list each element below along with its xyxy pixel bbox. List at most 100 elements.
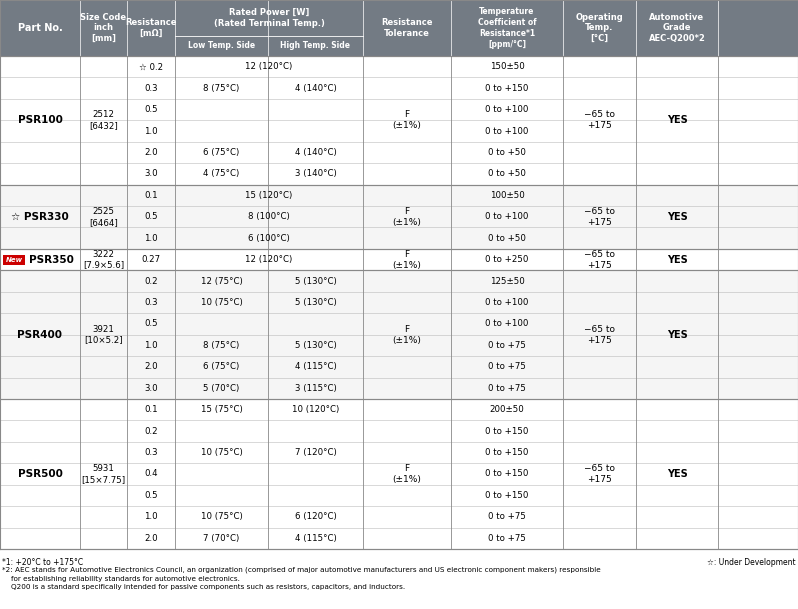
Text: 0 to +100: 0 to +100 — [485, 105, 529, 114]
Text: 0 to +250: 0 to +250 — [485, 255, 529, 264]
Text: 12 (120°C): 12 (120°C) — [245, 62, 293, 71]
Text: −65 to
+175: −65 to +175 — [584, 325, 615, 345]
Text: New: New — [6, 256, 22, 262]
Text: 0.5: 0.5 — [144, 213, 158, 221]
Text: 10 (120°C): 10 (120°C) — [292, 405, 339, 414]
Bar — [3, 255, 25, 265]
Bar — [0, 249, 798, 270]
Text: 10 (75°C): 10 (75°C) — [200, 448, 243, 457]
Text: YES: YES — [666, 329, 687, 340]
Text: 15 (75°C): 15 (75°C) — [200, 405, 243, 414]
Text: *2: AEC stands for Automotive Electronics Council, an organization (comprised of: *2: AEC stands for Automotive Electronic… — [2, 567, 601, 590]
Text: 150±50: 150±50 — [490, 62, 524, 71]
Bar — [0, 0, 798, 56]
Text: 0 to +100: 0 to +100 — [485, 320, 529, 328]
Text: YES: YES — [666, 255, 687, 265]
Text: 15 (120°C): 15 (120°C) — [245, 191, 293, 200]
Text: 0.3: 0.3 — [144, 83, 158, 93]
Text: 3 (140°C): 3 (140°C) — [294, 169, 337, 178]
Text: 5 (70°C): 5 (70°C) — [203, 384, 239, 393]
Text: ☆ PSR330: ☆ PSR330 — [11, 212, 69, 222]
Text: 0 to +75: 0 to +75 — [488, 341, 526, 350]
Text: Part No.: Part No. — [18, 23, 62, 33]
Text: 0 to +50: 0 to +50 — [488, 234, 526, 243]
Text: 0 to +100: 0 to +100 — [485, 127, 529, 136]
Text: 8 (75°C): 8 (75°C) — [203, 83, 239, 93]
Text: 200±50: 200±50 — [490, 405, 524, 414]
Text: 0 to +150: 0 to +150 — [485, 427, 529, 435]
Text: 0 to +150: 0 to +150 — [485, 83, 529, 93]
Text: 0 to +150: 0 to +150 — [485, 448, 529, 457]
Text: Resistance
Tolerance: Resistance Tolerance — [381, 18, 433, 38]
Text: 10 (75°C): 10 (75°C) — [200, 512, 243, 521]
Bar — [0, 270, 798, 399]
Text: 2525
[6464]: 2525 [6464] — [89, 207, 118, 227]
Text: 3.0: 3.0 — [144, 384, 158, 393]
Text: 4 (115°C): 4 (115°C) — [294, 362, 337, 371]
Text: 0 to +50: 0 to +50 — [488, 148, 526, 157]
Text: 0.5: 0.5 — [144, 105, 158, 114]
Text: 12 (75°C): 12 (75°C) — [200, 276, 243, 286]
Bar — [0, 185, 798, 249]
Text: 0 to +75: 0 to +75 — [488, 533, 526, 543]
Text: YES: YES — [666, 212, 687, 222]
Text: 0.1: 0.1 — [144, 191, 158, 200]
Text: 0.3: 0.3 — [144, 448, 158, 457]
Text: Temperature
Coefficient of
Resistance*1
[ppm/°C]: Temperature Coefficient of Resistance*1 … — [478, 7, 536, 49]
Text: 1.0: 1.0 — [144, 127, 158, 136]
Bar — [0, 56, 798, 185]
Text: 2512
[6432]: 2512 [6432] — [89, 110, 118, 130]
Text: Size Code
inch
[mm]: Size Code inch [mm] — [81, 13, 127, 43]
Text: 4 (75°C): 4 (75°C) — [203, 169, 239, 178]
Text: F
(±1%): F (±1%) — [393, 325, 421, 345]
Text: 5 (130°C): 5 (130°C) — [294, 298, 337, 307]
Text: High Temp. Side: High Temp. Side — [281, 41, 350, 51]
Text: 4 (115°C): 4 (115°C) — [294, 533, 337, 543]
Text: 0.2: 0.2 — [144, 276, 158, 286]
Text: 0 to +100: 0 to +100 — [485, 298, 529, 307]
Text: 0.4: 0.4 — [144, 470, 158, 479]
Text: 3921
[10×5.2]: 3921 [10×5.2] — [84, 325, 123, 345]
Text: 2.0: 2.0 — [144, 362, 158, 371]
Text: 6 (75°C): 6 (75°C) — [203, 148, 239, 157]
Bar — [0, 399, 798, 549]
Text: 0 to +150: 0 to +150 — [485, 491, 529, 500]
Text: 8 (75°C): 8 (75°C) — [203, 341, 239, 350]
Text: 3.0: 3.0 — [144, 169, 158, 178]
Text: −65 to
+175: −65 to +175 — [584, 464, 615, 484]
Text: 0.5: 0.5 — [144, 491, 158, 500]
Text: 1.0: 1.0 — [144, 341, 158, 350]
Text: Rated Power [W]
(Rated Terminal Temp.): Rated Power [W] (Rated Terminal Temp.) — [214, 8, 325, 28]
Text: 8 (100°C): 8 (100°C) — [248, 213, 290, 221]
Text: PSR100: PSR100 — [18, 115, 62, 125]
Text: 0.1: 0.1 — [144, 405, 158, 414]
Text: ☆: Under Development: ☆: Under Development — [707, 558, 796, 567]
Text: 125±50: 125±50 — [490, 276, 524, 286]
Text: 0 to +75: 0 to +75 — [488, 512, 526, 521]
Text: 6 (100°C): 6 (100°C) — [248, 234, 290, 243]
Text: 0.27: 0.27 — [141, 255, 160, 264]
Text: 0.3: 0.3 — [144, 298, 158, 307]
Text: Automotive
Grade
AEC-Q200*2: Automotive Grade AEC-Q200*2 — [649, 13, 705, 43]
Text: 2.0: 2.0 — [144, 148, 158, 157]
Text: 0 to +75: 0 to +75 — [488, 362, 526, 371]
Text: 10 (75°C): 10 (75°C) — [200, 298, 243, 307]
Text: 0.2: 0.2 — [144, 427, 158, 435]
Text: Low Temp. Side: Low Temp. Side — [188, 41, 255, 51]
Text: Resistance
[mΩ]: Resistance [mΩ] — [125, 18, 176, 38]
Text: 5931
[15×7.75]: 5931 [15×7.75] — [81, 464, 125, 484]
Text: F
(±1%): F (±1%) — [393, 464, 421, 484]
Text: F
(±1%): F (±1%) — [393, 110, 421, 130]
Text: 6 (75°C): 6 (75°C) — [203, 362, 239, 371]
Text: PSR400: PSR400 — [18, 329, 62, 340]
Text: 6 (120°C): 6 (120°C) — [294, 512, 337, 521]
Text: −65 to
+175: −65 to +175 — [584, 110, 615, 130]
Text: Operating
Temp.
[°C]: Operating Temp. [°C] — [575, 13, 623, 43]
Text: *1: +20°C to +175°C: *1: +20°C to +175°C — [2, 558, 83, 567]
Text: 0 to +100: 0 to +100 — [485, 213, 529, 221]
Text: 0 to +75: 0 to +75 — [488, 384, 526, 393]
Bar — [0, 0, 798, 56]
Text: 0 to +50: 0 to +50 — [488, 169, 526, 178]
Text: 7 (120°C): 7 (120°C) — [294, 448, 337, 457]
Text: YES: YES — [666, 115, 687, 125]
